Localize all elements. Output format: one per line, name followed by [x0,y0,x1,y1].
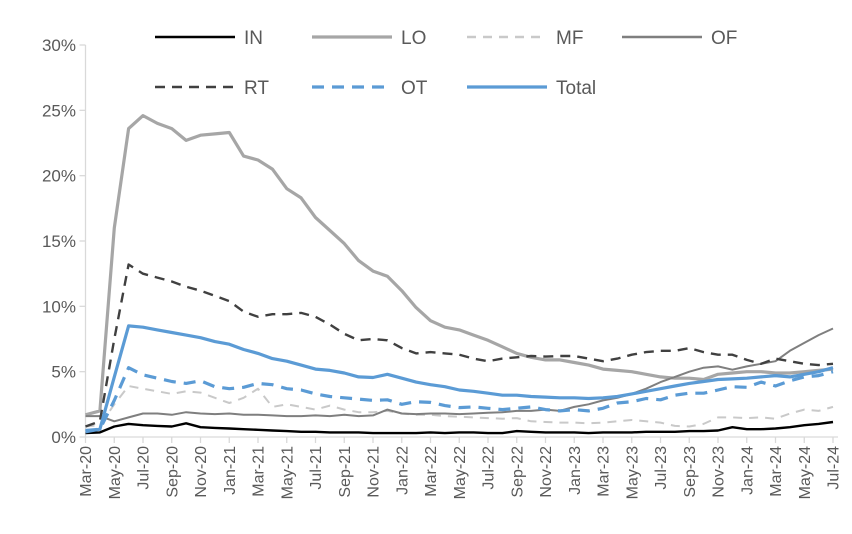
legend-label-lo: LO [401,28,426,49]
x-tick-label: Mar-21 [251,446,268,497]
y-tick-label: 10% [42,297,76,316]
x-tick-label: Jul-22 [481,446,498,490]
legend-label-mf: MF [556,28,583,49]
x-tick-label: Jul-23 [653,446,670,490]
y-tick-label: 15% [42,232,76,251]
series-line-mf [85,385,834,428]
y-tick-label: 20% [42,167,76,186]
series-line-total [85,324,834,434]
x-tick-label: Nov-21 [366,446,383,498]
legend-label-ot: OT [401,78,428,99]
x-tick-label: Jul-20 [136,446,153,490]
x-tick-label: Sep-21 [337,446,354,498]
x-tick-label: Nov-20 [193,446,210,498]
x-tick-label: Jan-22 [394,446,411,495]
x-tick-label: Sep-20 [164,446,181,498]
legend-label-rt: RT [244,78,269,99]
x-tick-label: May-22 [452,446,469,499]
x-tick-label: Jan-24 [739,446,756,495]
series-line-in [85,420,834,435]
x-tick-label: Mar-24 [768,446,785,497]
x-tick-label: Jan-21 [222,446,239,495]
x-tick-label: Mar-23 [596,446,613,497]
y-tick-label: 25% [42,101,76,120]
x-tick-label: Sep-23 [682,446,699,498]
x-tick-label: Sep-22 [509,446,526,498]
legend-label-total: Total [556,78,596,99]
series-line-rt [85,263,834,428]
x-tick-label: May-20 [107,446,124,499]
x-tick-label: Jul-24 [826,446,843,490]
x-tick-label: Jul-21 [308,446,325,490]
x-tick-label: May-24 [797,446,814,499]
y-tick-label: 5% [51,363,76,382]
x-tick-label: May-23 [624,446,641,499]
x-tick-label: Mar-22 [423,446,440,497]
legend-label-in: IN [244,28,263,49]
x-tick-label: Jan-23 [567,446,584,495]
series-line-lo [85,114,834,417]
series-line-of [85,327,834,423]
y-tick-label: 0% [51,428,76,447]
x-tick-label: Nov-22 [538,446,555,498]
x-tick-label: May-21 [279,446,296,499]
x-tick-label: Mar-20 [78,446,95,497]
y-tick-label: 30% [42,36,76,55]
legend-label-of: OF [711,28,737,49]
series-line-ot [85,366,834,433]
x-tick-label: Nov-23 [711,446,728,498]
